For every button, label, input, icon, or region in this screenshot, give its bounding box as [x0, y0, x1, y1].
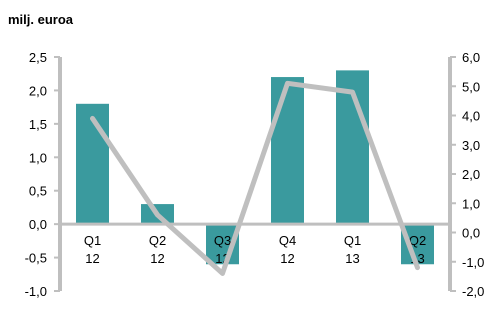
- category-label-top: Q3: [214, 233, 231, 248]
- left-tick-label: 1,5: [29, 117, 47, 132]
- left-tick-label: -0,5: [25, 251, 47, 266]
- category-label-top: Q4: [279, 233, 296, 248]
- left-tick-label: -1,0: [25, 284, 47, 299]
- category-label-top: Q1: [84, 233, 101, 248]
- left-tick-label: 2,0: [29, 83, 47, 98]
- right-tick-label: 4,0: [462, 109, 480, 124]
- category-label-top: Q2: [149, 233, 166, 248]
- bar: [271, 77, 304, 225]
- right-axis-ticks: -2,0 -1,0 0,0 1,0 2,0 3,0 4,0 5,0 6,0: [450, 50, 484, 299]
- line-series: [90, 80, 420, 276]
- left-axis-ticks: -1,0 -0,5 0,0 0,5 1,0 1,5 2,0 2,5: [25, 50, 60, 299]
- unit-label: milj. euroa: [8, 12, 74, 27]
- right-tick-label: 3,0: [462, 138, 480, 153]
- left-tick-label: 0,0: [29, 217, 47, 232]
- category-label-bottom: 13: [345, 251, 359, 266]
- category-label-bottom: 12: [150, 251, 164, 266]
- category-label-bottom: 12: [85, 251, 99, 266]
- right-tick-label: 1,0: [462, 196, 480, 211]
- left-tick-label: 1,0: [29, 150, 47, 165]
- left-tick-label: 0,5: [29, 184, 47, 199]
- bar: [76, 103, 109, 225]
- right-tick-label: 5,0: [462, 79, 480, 94]
- category-label-bottom: 12: [280, 251, 294, 266]
- right-tick-label: 6,0: [462, 50, 480, 65]
- category-label-top: Q2: [409, 233, 426, 248]
- left-tick-label: 2,5: [29, 50, 47, 65]
- right-tick-label: 2,0: [462, 167, 480, 182]
- right-tick-label: -2,0: [462, 284, 484, 299]
- category-label-top: Q1: [344, 233, 361, 248]
- right-tick-label: -1,0: [462, 255, 484, 270]
- right-tick-label: 0,0: [462, 226, 480, 241]
